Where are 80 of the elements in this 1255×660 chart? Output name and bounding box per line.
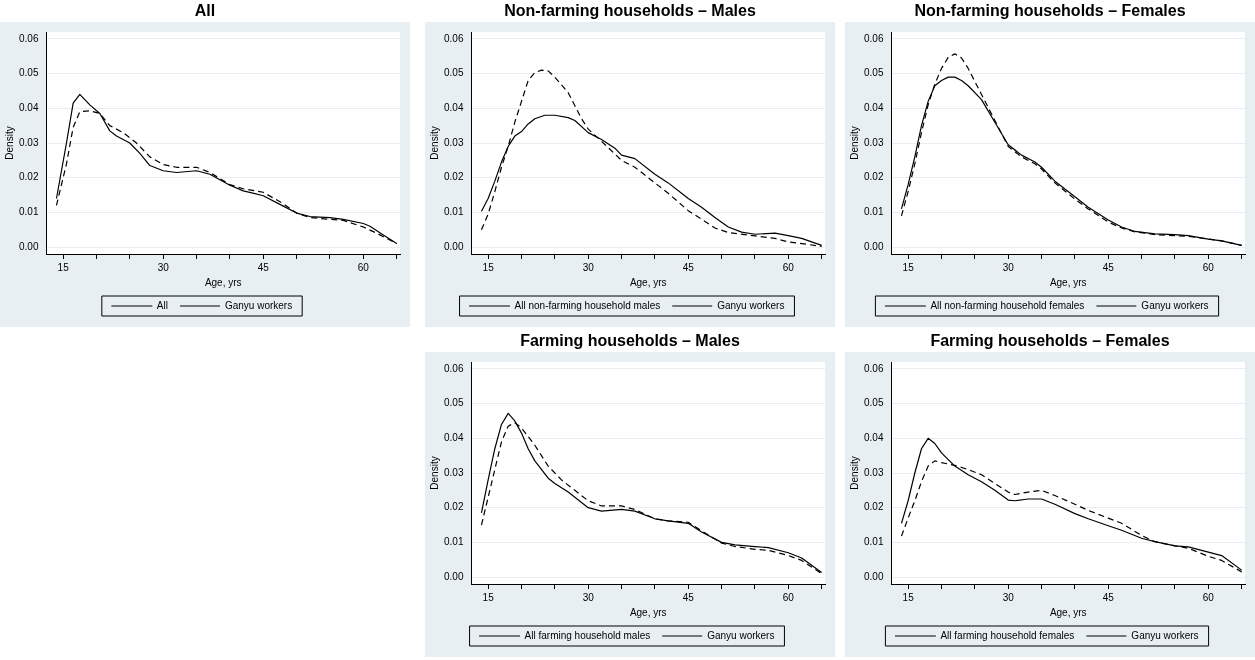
x-tick-label: 30: [582, 591, 595, 603]
y-tick-label: 0.06: [18, 32, 39, 44]
y-tick-label: 0.03: [443, 466, 464, 478]
y-tick-label: 0.04: [18, 102, 39, 114]
legend-label: All non-farming household males: [514, 299, 661, 311]
y-tick-label: 0.01: [443, 206, 464, 218]
y-tick-label: 0.02: [863, 171, 884, 183]
x-axis-title: Age, yrs: [1049, 606, 1087, 618]
x-tick-label: 30: [1002, 591, 1015, 603]
y-tick-label: 0.02: [443, 501, 464, 513]
x-tick-label: 30: [1002, 261, 1015, 273]
y-tick-label: 0.05: [863, 397, 884, 409]
y-tick-label: 0.04: [863, 432, 884, 444]
x-axis-title: Age, yrs: [629, 606, 667, 618]
x-tick-label: 60: [1202, 591, 1215, 603]
y-tick-label: 0.02: [18, 171, 39, 183]
legend-label: Ganyu workers: [717, 299, 785, 311]
x-tick-label: 15: [482, 261, 495, 273]
chart-title: Non-farming households – Females: [913, 1, 1187, 21]
y-axis-title: Density: [3, 126, 15, 160]
legend-label: Ganyu workers: [1131, 629, 1199, 641]
y-tick-label: 0.00: [443, 240, 464, 252]
y-tick-label: 0.02: [863, 501, 884, 513]
y-tick-label: 0.05: [443, 397, 464, 409]
x-axis-title: Age, yrs: [204, 276, 242, 288]
y-tick-label: 0.05: [443, 67, 464, 79]
y-tick-label: 0.05: [863, 67, 884, 79]
y-tick-label: 0.03: [863, 136, 884, 148]
chart-title: All: [193, 1, 217, 21]
x-axis-title: Age, yrs: [629, 276, 667, 288]
x-tick-label: 45: [1102, 591, 1115, 603]
y-tick-label: 0.03: [863, 466, 884, 478]
x-axis-title: Age, yrs: [1049, 276, 1087, 288]
y-tick-label: 0.05: [18, 67, 39, 79]
y-axis-title: Density: [848, 456, 860, 490]
x-tick-label: 60: [357, 261, 370, 273]
legend-label: Ganyu workers: [224, 299, 293, 311]
legend-label: Ganyu workers: [707, 629, 775, 641]
y-tick-label: 0.00: [18, 240, 39, 252]
x-tick-label: 60: [782, 591, 795, 603]
legend-label: All farming household females: [940, 629, 1075, 641]
x-tick-label: 15: [482, 591, 495, 603]
y-tick-label: 0.00: [863, 240, 884, 252]
y-tick-label: 0.06: [443, 32, 464, 44]
y-tick-label: 0.03: [18, 136, 39, 148]
y-tick-label: 0.06: [443, 362, 464, 374]
x-tick-label: 60: [782, 261, 795, 273]
x-tick-label: 30: [582, 261, 595, 273]
legend-label: All farming household males: [524, 629, 651, 641]
legend-label: All: [156, 299, 168, 311]
x-tick-label: 30: [157, 261, 170, 273]
y-tick-label: 0.00: [863, 570, 884, 582]
y-axis-title: Density: [428, 456, 440, 490]
x-tick-label: 15: [57, 261, 70, 273]
legend-label: Ganyu workers: [1141, 299, 1209, 311]
y-tick-label: 0.00: [443, 570, 464, 582]
y-tick-label: 0.01: [18, 206, 39, 218]
y-tick-label: 0.04: [863, 102, 884, 114]
x-tick-label: 45: [682, 261, 695, 273]
x-tick-label: 15: [902, 591, 915, 603]
y-tick-label: 0.03: [443, 136, 464, 148]
y-tick-label: 0.06: [863, 362, 884, 374]
x-tick-label: 45: [257, 261, 270, 273]
x-tick-label: 45: [1102, 261, 1115, 273]
y-tick-label: 0.06: [863, 32, 884, 44]
x-tick-label: 15: [902, 261, 915, 273]
chart-title: Non-farming households – Males: [503, 1, 757, 21]
y-tick-label: 0.04: [443, 432, 464, 444]
y-tick-label: 0.01: [443, 536, 464, 548]
y-tick-label: 0.01: [863, 536, 884, 548]
y-axis-title: Density: [428, 126, 440, 160]
x-tick-label: 60: [1202, 261, 1215, 273]
y-tick-label: 0.02: [443, 171, 464, 183]
legend-label: All non-farming household females: [930, 299, 1085, 311]
chart-title: Farming households – Females: [929, 331, 1171, 351]
chart-title: Farming households – Males: [519, 331, 741, 351]
y-axis-title: Density: [848, 126, 860, 160]
y-tick-label: 0.01: [863, 206, 884, 218]
y-tick-label: 0.04: [443, 102, 464, 114]
x-tick-label: 45: [682, 591, 695, 603]
